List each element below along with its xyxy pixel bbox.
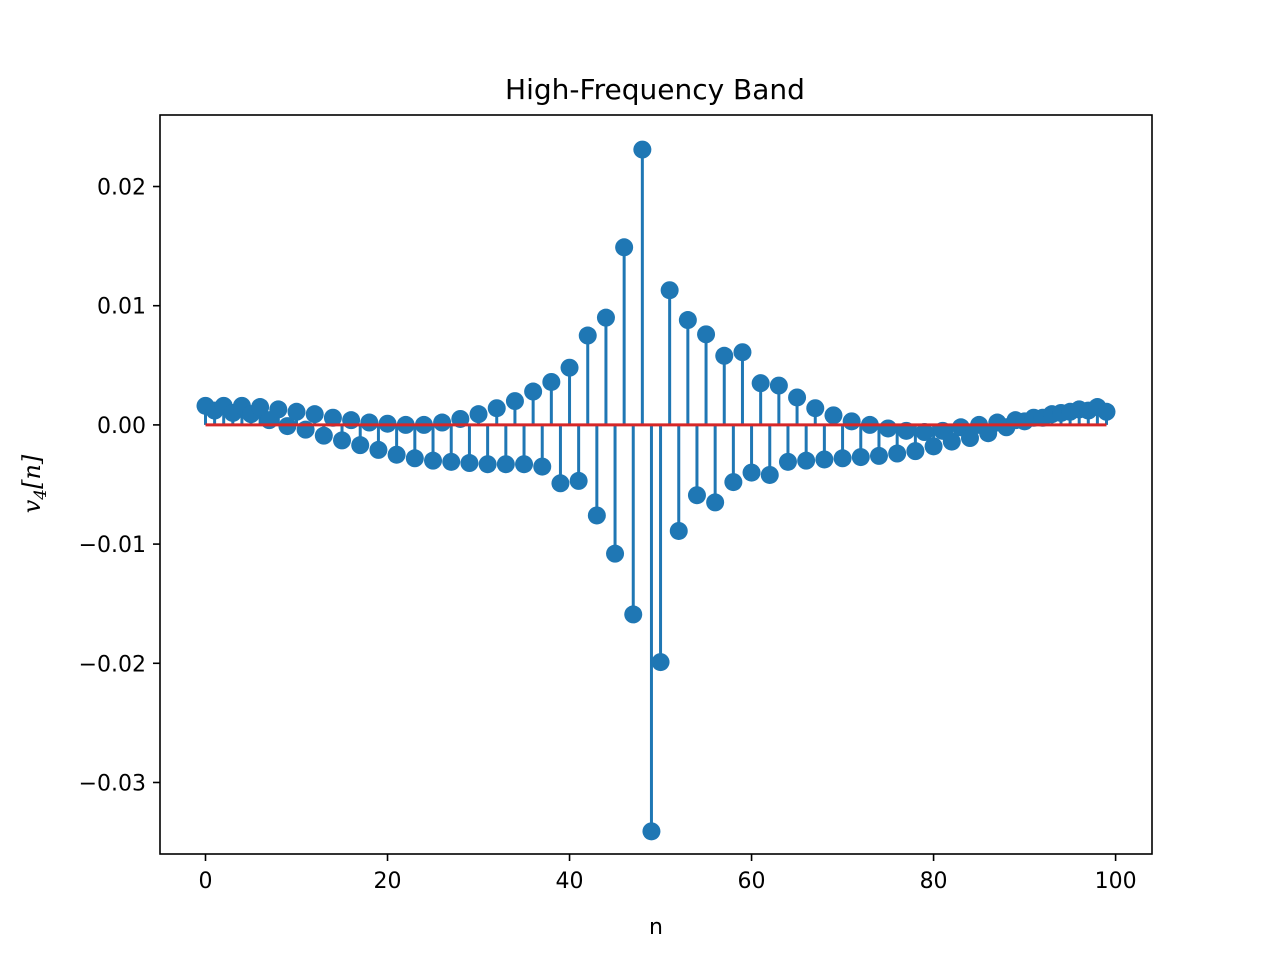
y-tick-label: −0.02 [79,652,146,677]
stem-marker [851,448,870,467]
y-tick-label: −0.01 [79,533,146,558]
y-label-base: v [18,499,46,513]
stem-marker [596,308,615,327]
stem-marker [888,444,907,463]
stem-marker [906,442,925,461]
stem-marker [915,423,934,442]
y-label-var: n [18,464,46,479]
stem-marker [533,457,552,476]
axes-frame [159,114,1153,855]
stem-marker [487,399,506,418]
stem-marker [879,419,898,438]
y-label-subscript: 4 [31,489,51,501]
stem-marker [305,405,324,424]
stem-marker [251,398,270,417]
stem-marker [314,426,333,445]
chart-title: High-Frequency Band [505,73,805,106]
stem-marker [815,450,834,469]
stem-marker [960,429,979,448]
stem-marker [624,605,643,624]
x-tick-label: 0 [199,869,213,894]
stem-marker [542,372,561,391]
stem-marker [524,382,543,401]
stem-marker [587,506,606,525]
stem-marker [942,432,961,451]
stem-marker [724,473,743,492]
stem-marker [769,376,788,395]
y-axis: 0.02 0.01 0.00 −0.01 −0.02 −0.03 [79,176,160,796]
x-tick-label: 60 [738,869,766,894]
stem-marker [469,405,488,424]
stem-marker [833,449,852,468]
y-tick-label: −0.03 [79,771,146,796]
stem-marker [351,436,370,455]
stem-marker [496,455,515,474]
y-axis-label: v4[n] [18,454,51,513]
stem-marker [797,451,816,470]
stem-marker [333,431,352,450]
x-tick-label: 20 [374,869,402,894]
stem-marker [742,463,761,482]
y-tick-label: 0.00 [97,414,146,439]
stem-marker [706,493,725,512]
stem-marker [569,471,588,490]
stem-marker [1097,402,1116,421]
stem-marker [560,358,579,377]
x-axis: 0 20 40 60 80 100 [199,854,1137,894]
stem-marker [342,411,361,430]
y-label-open: [ [18,479,46,489]
stem-marker [715,346,734,365]
y-label-close: ] [18,454,46,465]
stem-marker [578,326,597,345]
stem-marker [296,420,315,439]
stem-marker [615,238,634,257]
stem-marker [606,544,625,563]
stem-marker [788,388,807,407]
stem-marker [405,449,424,468]
stem-marker [478,455,497,474]
stem-marker [697,325,716,344]
stem-marker [633,140,652,159]
stem-marker [924,437,943,456]
stem-marker [806,399,825,418]
stem-marker [360,413,379,432]
stem-marker [442,452,461,471]
stem-marker [660,281,679,300]
stem-marker [287,402,306,421]
stem-marker [778,452,797,471]
stem-marker [669,521,688,540]
stem-marker [760,465,779,484]
stem-marker [842,412,861,431]
plot-area [196,140,1116,841]
stem-marker [424,451,443,470]
x-tick-label: 40 [556,869,584,894]
stem-marker [505,392,524,411]
stem-marker [687,486,706,505]
stem-marker [269,400,288,419]
stem-marker [515,455,534,474]
stem-marker [387,445,406,464]
stem-marker [869,446,888,465]
stem-marker [433,413,452,432]
y-tick-label: 0.02 [97,176,146,201]
stem-marker [678,311,697,330]
stem-marker [460,454,479,473]
x-tick-label: 80 [920,869,948,894]
stem-marker [642,822,661,841]
stem-marker [323,408,342,427]
x-tick-label: 100 [1095,869,1137,894]
stem-marker [824,406,843,425]
y-tick-label: 0.01 [97,295,146,320]
stem-marker [369,440,388,459]
x-axis-label: n [649,915,663,940]
stem-marker [733,343,752,362]
stem-marker [751,374,770,393]
stem-marker [651,653,670,672]
stem-marker [551,474,570,493]
